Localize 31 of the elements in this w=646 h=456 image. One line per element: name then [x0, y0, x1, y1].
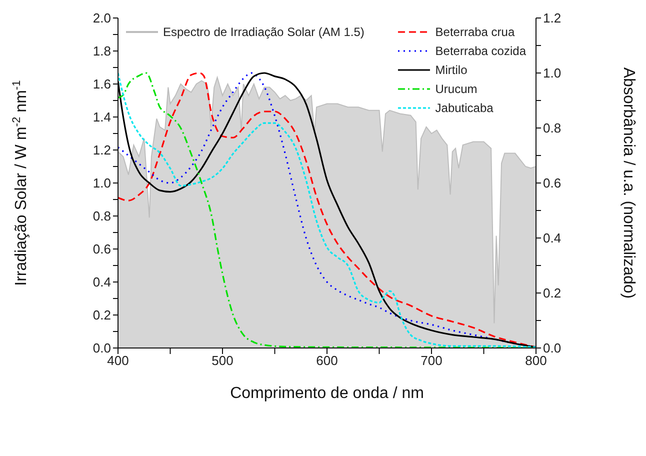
- y-tick-label: 0.2: [92, 308, 111, 323]
- y-tick-label: 0.4: [92, 274, 111, 290]
- legend-label: Espectro de Irradiação Solar (AM 1.5): [163, 24, 364, 38]
- y-tick-label: 0.6: [92, 242, 111, 257]
- y2-tick-label: 0.0: [543, 340, 562, 356]
- y2-tick-label: 0.2: [543, 286, 562, 301]
- y2-tick-label: 0.8: [543, 120, 562, 136]
- y2-tick-label: 0.4: [543, 230, 562, 246]
- x-tick-label: 500: [212, 353, 234, 368]
- y-tick-label: 0.0: [92, 340, 111, 356]
- legend-label: Beterraba cozida: [435, 44, 526, 58]
- x-axis-title: Comprimento de onda / nm: [230, 385, 424, 402]
- x-tick-label: 400: [107, 353, 129, 368]
- legend-label: Jabuticaba: [435, 100, 494, 114]
- y-tick-label: 0.8: [92, 208, 111, 224]
- x-tick-label: 700: [420, 353, 442, 368]
- legend-label: Beterraba crua: [435, 24, 515, 38]
- y-tick-label: 1.2: [92, 142, 111, 158]
- x-tick-label: 600: [316, 353, 338, 368]
- y2-tick-label: 1.2: [543, 10, 562, 26]
- y-tick-label: 1.6: [92, 76, 111, 92]
- legend-label: Mirtilo: [435, 62, 468, 76]
- y2-tick-label: 0.6: [543, 176, 562, 191]
- y2-tick-label: 1.0: [543, 66, 562, 81]
- y2-axis-title: Absorbância / u.a. (normalizado): [620, 67, 637, 299]
- legend-label: Urucum: [435, 82, 478, 96]
- y-tick-label: 1.8: [92, 44, 111, 59]
- y-tick-label: 2.0: [92, 10, 111, 26]
- x-tick-label: 800: [525, 353, 547, 368]
- y-tick-label: 1.0: [92, 176, 111, 191]
- y-tick-label: 1.4: [92, 110, 111, 125]
